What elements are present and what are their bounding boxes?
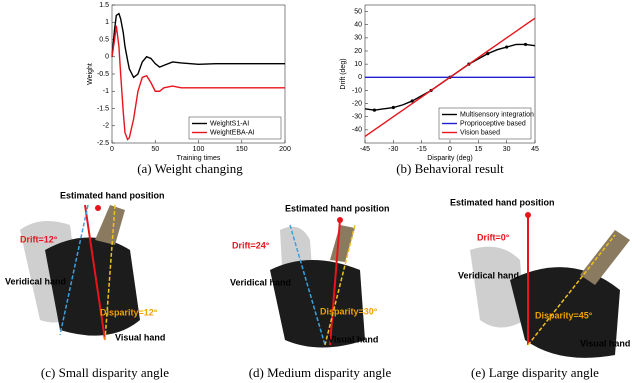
x-tick-label: -45 <box>360 146 370 153</box>
caption: (e) Large disparity angle <box>471 365 599 380</box>
annotation: Visual hand <box>115 332 165 342</box>
y-axis-label: Weight <box>87 63 94 85</box>
annotation: Disparity=12° <box>100 307 158 317</box>
annotation: Drift=24° <box>232 240 270 250</box>
y-tick-label: -20 <box>352 100 362 107</box>
annotation: Veridical hand <box>458 270 519 280</box>
y-tick-label: -1.5 <box>97 105 109 112</box>
annotation: Drift=12° <box>20 234 58 244</box>
y-tick-label: 10 <box>354 61 362 68</box>
y-tick-label: 0.5 <box>99 36 109 43</box>
annotation: Veridical hand <box>5 276 66 286</box>
x-tick-label: 0 <box>110 146 114 153</box>
legend <box>188 116 282 140</box>
legend-label: WeightEBA-AI <box>210 129 255 136</box>
legend-label: Multisensory integration <box>460 111 534 118</box>
x-tick-label: 100 <box>193 146 205 153</box>
annotation: Visual hand <box>580 338 630 348</box>
y-tick-label: 50 <box>354 8 362 15</box>
y-tick-label: -2.5 <box>97 140 109 147</box>
series-line <box>111 25 285 141</box>
legend-label: WeightS1-AI <box>210 120 249 127</box>
x-tick-label: 45 <box>531 146 539 153</box>
y-tick-label: 30 <box>354 35 362 42</box>
annotation: Disparity=30° <box>320 306 378 316</box>
legend-label: Proprioceptive based <box>460 120 526 127</box>
y-tick-label: -1 <box>103 88 109 95</box>
annotation: Disparity=45° <box>535 310 593 320</box>
annotation: Visual hand <box>328 334 378 344</box>
annotation: Estimated hand position <box>450 197 555 207</box>
marker <box>410 99 414 103</box>
photo-c <box>20 204 140 341</box>
marker <box>523 42 528 47</box>
series-line <box>364 17 536 138</box>
x-axis-label: Disparity (deg) <box>427 155 473 162</box>
y-tick-label: -2 <box>103 123 109 130</box>
x-tick-label: 15 <box>474 146 482 153</box>
series-line <box>111 12 285 79</box>
x-tick-label: 150 <box>236 146 248 153</box>
annotations: Estimated hand position Drift=12° Veridi… <box>5 190 630 348</box>
caption: (b) Behavioral result <box>396 161 504 176</box>
y-tick-label: 1 <box>105 19 109 26</box>
x-tick-label: 0 <box>448 146 452 153</box>
marker <box>391 105 395 110</box>
y-tick-label: -40 <box>352 127 362 134</box>
legend-label: Vision based <box>460 129 500 136</box>
marker <box>486 52 490 56</box>
x-tick-label: -15 <box>417 146 427 153</box>
photo-d <box>270 217 365 348</box>
y-tick-label: -30 <box>352 114 362 121</box>
x-axis-label: Training times <box>177 155 221 162</box>
y-tick-label: 0 <box>358 74 362 81</box>
annotation: Veridical hand <box>230 277 291 287</box>
y-tick-label: 1.5 <box>99 2 109 9</box>
photo-e <box>470 212 630 358</box>
annotation: Estimated hand position <box>285 203 390 213</box>
y-tick-label: -0.5 <box>97 71 109 78</box>
y-tick-label: 0 <box>105 54 109 61</box>
annotation: Drift=0° <box>477 232 510 242</box>
annotation: Estimated hand position <box>60 190 165 200</box>
caption: (d) Medium disparity angle <box>249 365 392 380</box>
x-tick-label: 200 <box>279 146 291 153</box>
y-axis-label: Drift (deg) <box>340 58 347 89</box>
marker <box>372 108 377 112</box>
x-tick-label: 50 <box>151 146 159 153</box>
caption: (c) Small disparity angle <box>41 365 169 380</box>
y-tick-label: 20 <box>354 48 362 55</box>
x-tick-label: -30 <box>388 146 398 153</box>
marker <box>505 45 509 49</box>
y-tick-label: 40 <box>354 22 362 29</box>
y-tick-label: -10 <box>352 87 362 94</box>
caption: (a) Weight changing <box>137 161 243 176</box>
x-tick-label: 30 <box>503 146 511 153</box>
